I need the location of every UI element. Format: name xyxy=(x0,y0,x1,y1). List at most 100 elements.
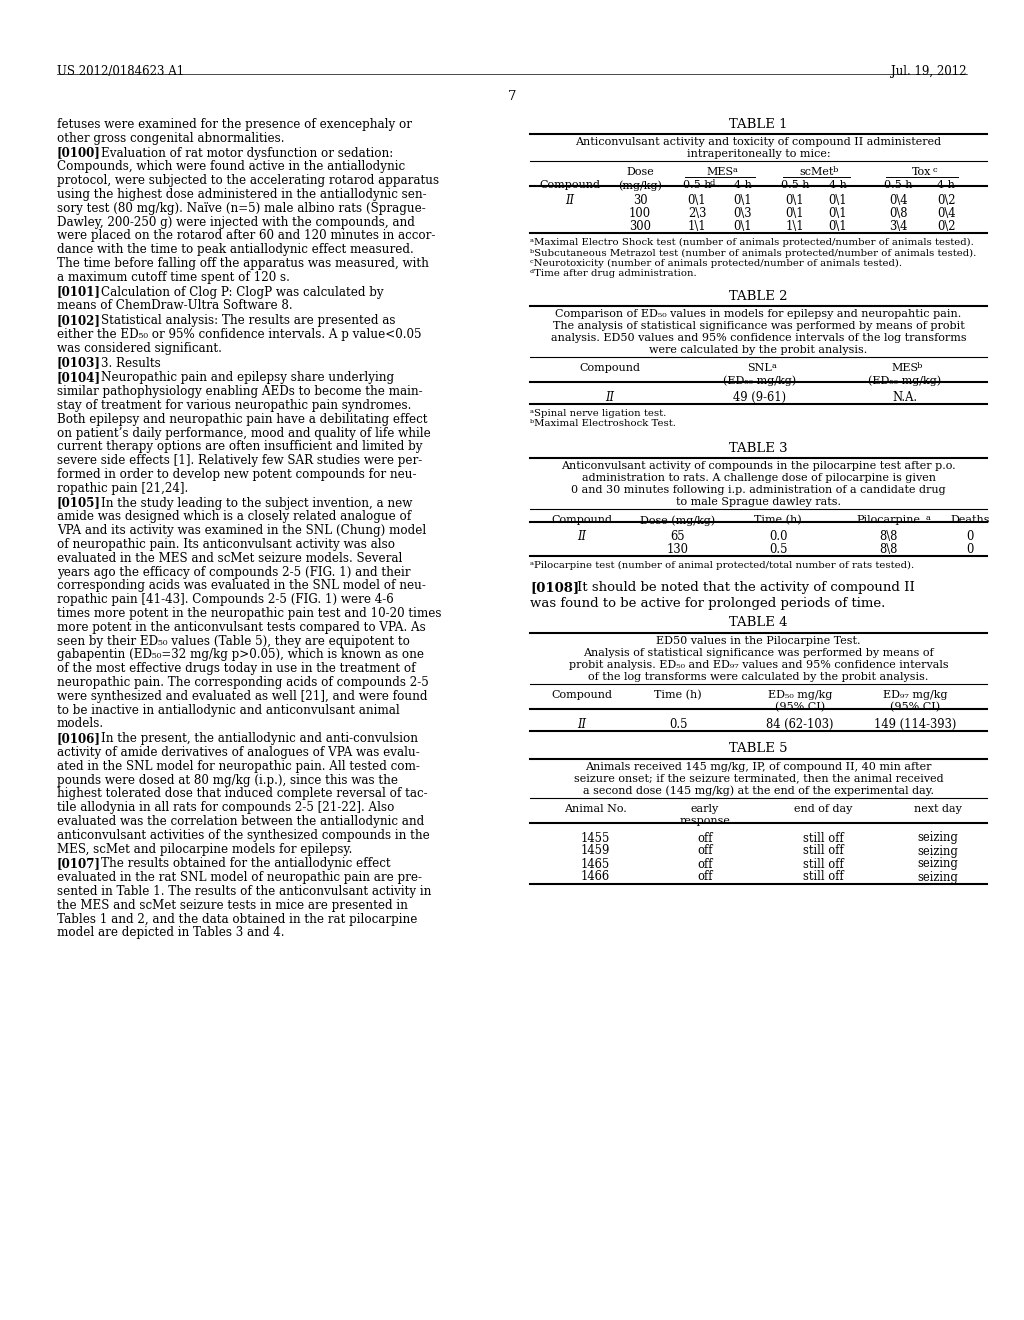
Text: In the study leading to the subject invention, a new: In the study leading to the subject inve… xyxy=(101,496,413,510)
Text: amide was designed which is a closely related analogue of: amide was designed which is a closely re… xyxy=(57,511,412,524)
Text: end of day: end of day xyxy=(794,804,852,813)
Text: Dawley, 200-250 g) were injected with the compounds, and: Dawley, 200-250 g) were injected with th… xyxy=(57,215,415,228)
Text: 49 (9-61): 49 (9-61) xyxy=(733,391,786,404)
Text: 0: 0 xyxy=(967,531,974,543)
Text: a: a xyxy=(772,362,777,370)
Text: probit analysis. ED₅₀ and ED₉₇ values and 95% confidence intervals: probit analysis. ED₅₀ and ED₉₇ values an… xyxy=(568,660,948,669)
Text: still off: still off xyxy=(803,870,844,883)
Text: off: off xyxy=(697,845,713,858)
Text: ED₉₇ mg/kg: ED₉₇ mg/kg xyxy=(883,689,947,700)
Text: 1459: 1459 xyxy=(581,845,609,858)
Text: II: II xyxy=(578,718,587,730)
Text: Compound: Compound xyxy=(552,515,612,525)
Text: using the highest dose administered in the antiallodynic sen-: using the highest dose administered in t… xyxy=(57,187,427,201)
Text: similar pathophysiology enabling AEDs to become the main-: similar pathophysiology enabling AEDs to… xyxy=(57,385,423,399)
Text: 0\1: 0\1 xyxy=(828,220,847,234)
Text: 0.5 h: 0.5 h xyxy=(780,180,809,190)
Text: ED50 values in the Pilocarpine Test.: ED50 values in the Pilocarpine Test. xyxy=(656,635,861,645)
Text: sory test (80 mg/kg). Naïve (n=5) male albino rats (Sprague-: sory test (80 mg/kg). Naïve (n=5) male a… xyxy=(57,202,426,215)
Text: off: off xyxy=(697,858,713,870)
Text: gabapentin (ED₅₀=32 mg/kg p>0.05), which is known as one: gabapentin (ED₅₀=32 mg/kg p>0.05), which… xyxy=(57,648,424,661)
Text: 0\1: 0\1 xyxy=(828,207,847,220)
Text: still off: still off xyxy=(803,845,844,858)
Text: response: response xyxy=(680,816,730,825)
Text: highest tolerated dose that induced complete reversal of tac-: highest tolerated dose that induced comp… xyxy=(57,788,428,800)
Text: 1466: 1466 xyxy=(581,870,609,883)
Text: Compound: Compound xyxy=(580,363,640,374)
Text: seizing: seizing xyxy=(918,845,958,858)
Text: Time (h): Time (h) xyxy=(654,689,701,700)
Text: fetuses were examined for the presence of exencephaly or: fetuses were examined for the presence o… xyxy=(57,117,412,131)
Text: ED₅₀ mg/kg: ED₅₀ mg/kg xyxy=(768,689,833,700)
Text: seizing: seizing xyxy=(918,832,958,845)
Text: [0101]: [0101] xyxy=(57,285,101,298)
Text: pounds were dosed at 80 mg/kg (i.p.), since this was the: pounds were dosed at 80 mg/kg (i.p.), si… xyxy=(57,774,398,787)
Text: still off: still off xyxy=(803,858,844,870)
Text: of neuropathic pain. Its anticonvulsant activity was also: of neuropathic pain. Its anticonvulsant … xyxy=(57,539,395,550)
Text: Dose (mg/kg): Dose (mg/kg) xyxy=(640,515,716,525)
Text: ᶜNeurotoxicity (number of animals protected/number of animals tested).: ᶜNeurotoxicity (number of animals protec… xyxy=(530,259,902,268)
Text: a: a xyxy=(926,513,931,521)
Text: means of ChemDraw-Ultra Software 8.: means of ChemDraw-Ultra Software 8. xyxy=(57,300,293,313)
Text: anticonvulsant activities of the synthesized compounds in the: anticonvulsant activities of the synthes… xyxy=(57,829,430,842)
Text: Tables 1 and 2, and the data obtained in the rat pilocarpine: Tables 1 and 2, and the data obtained in… xyxy=(57,912,418,925)
Text: were calculated by the probit analysis.: were calculated by the probit analysis. xyxy=(649,345,867,355)
Text: II: II xyxy=(605,391,614,404)
Text: 0 and 30 minutes following i.p. administration of a candidate drug: 0 and 30 minutes following i.p. administ… xyxy=(571,484,946,495)
Text: 0\4: 0\4 xyxy=(889,194,907,207)
Text: Statistical analysis: The results are presented as: Statistical analysis: The results are pr… xyxy=(101,314,395,327)
Text: II: II xyxy=(565,194,574,207)
Text: was considered significant.: was considered significant. xyxy=(57,342,222,355)
Text: [0106]: [0106] xyxy=(57,733,101,746)
Text: 0\1: 0\1 xyxy=(733,220,753,234)
Text: models.: models. xyxy=(57,717,104,730)
Text: early: early xyxy=(691,804,719,813)
Text: Pilocarpine: Pilocarpine xyxy=(856,515,920,525)
Text: ᵃSpinal nerve ligation test.: ᵃSpinal nerve ligation test. xyxy=(530,409,667,418)
Text: 130: 130 xyxy=(667,543,689,556)
Text: a maximum cutoff time spent of 120 s.: a maximum cutoff time spent of 120 s. xyxy=(57,271,290,284)
Text: (mg/kg): (mg/kg) xyxy=(618,180,662,190)
Text: 0: 0 xyxy=(967,543,974,556)
Text: Compound: Compound xyxy=(540,180,600,190)
Text: Tox: Tox xyxy=(912,168,932,177)
Text: sented in Table 1. The results of the anticonvulsant activity in: sented in Table 1. The results of the an… xyxy=(57,884,431,898)
Text: Evaluation of rat motor dysfunction or sedation:: Evaluation of rat motor dysfunction or s… xyxy=(101,147,393,160)
Text: seizing: seizing xyxy=(918,858,958,870)
Text: VPA and its activity was examined in the SNL (Chung) model: VPA and its activity was examined in the… xyxy=(57,524,426,537)
Text: analysis. ED50 values and 95% confidence intervals of the log transforms: analysis. ED50 values and 95% confidence… xyxy=(551,333,967,343)
Text: 2\3: 2\3 xyxy=(688,207,707,220)
Text: 0.5 h: 0.5 h xyxy=(683,180,712,190)
Text: TABLE 1: TABLE 1 xyxy=(729,117,787,131)
Text: 1465: 1465 xyxy=(581,858,609,870)
Text: more potent in the anticonvulsant tests compared to VPA. As: more potent in the anticonvulsant tests … xyxy=(57,620,426,634)
Text: current therapy options are often insufficient and limited by: current therapy options are often insuff… xyxy=(57,441,423,453)
Text: severe side effects [1]. Relatively few SAR studies were per-: severe side effects [1]. Relatively few … xyxy=(57,454,422,467)
Text: Calculation of Clog P: ClogP was calculated by: Calculation of Clog P: ClogP was calcula… xyxy=(101,285,384,298)
Text: 3\4: 3\4 xyxy=(889,220,907,234)
Text: protocol, were subjected to the accelerating rotarod apparatus: protocol, were subjected to the accelera… xyxy=(57,174,439,187)
Text: 4 h: 4 h xyxy=(937,180,955,190)
Text: were placed on the rotarod after 60 and 120 minutes in accor-: were placed on the rotarod after 60 and … xyxy=(57,230,435,243)
Text: next day: next day xyxy=(914,804,962,813)
Text: TABLE 3: TABLE 3 xyxy=(729,442,787,455)
Text: (95% CI): (95% CI) xyxy=(775,701,825,711)
Text: 0\8: 0\8 xyxy=(889,207,907,220)
Text: TABLE 4: TABLE 4 xyxy=(729,616,787,630)
Text: was found to be active for prolonged periods of time.: was found to be active for prolonged per… xyxy=(530,597,886,610)
Text: neuropathic pain. The corresponding acids of compounds 2-5: neuropathic pain. The corresponding acid… xyxy=(57,676,429,689)
Text: to male Sprague dawley rats.: to male Sprague dawley rats. xyxy=(676,498,841,507)
Text: 0.0: 0.0 xyxy=(769,531,787,543)
Text: Compound: Compound xyxy=(552,689,612,700)
Text: US 2012/0184623 A1: US 2012/0184623 A1 xyxy=(57,65,184,78)
Text: Anticonvulsant activity and toxicity of compound II administered: Anticonvulsant activity and toxicity of … xyxy=(575,137,941,147)
Text: 0\1: 0\1 xyxy=(733,194,753,207)
Text: 0\1: 0\1 xyxy=(688,194,707,207)
Text: 1\1: 1\1 xyxy=(688,220,707,234)
Text: the MES and scMet seizure tests in mice are presented in: the MES and scMet seizure tests in mice … xyxy=(57,899,408,912)
Text: [0100]: [0100] xyxy=(57,147,101,160)
Text: 0.5: 0.5 xyxy=(669,718,687,730)
Text: 100: 100 xyxy=(629,207,651,220)
Text: N.A.: N.A. xyxy=(893,391,918,404)
Text: a: a xyxy=(733,166,738,174)
